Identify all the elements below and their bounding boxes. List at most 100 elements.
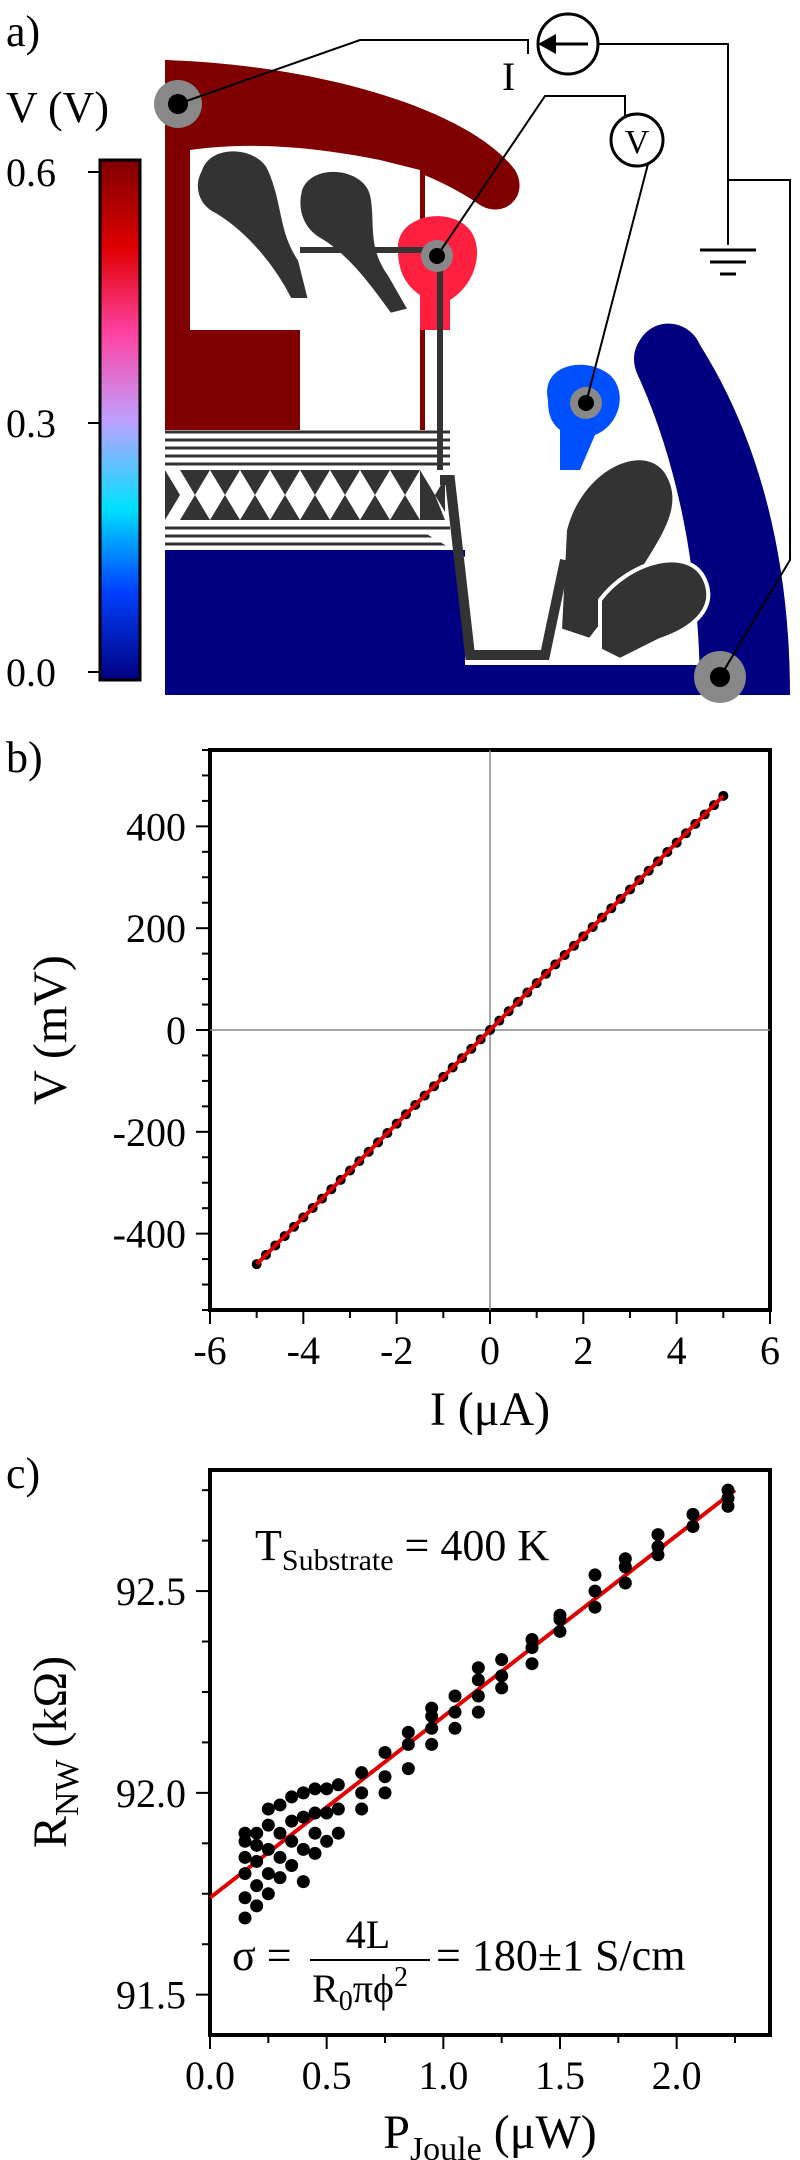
data-point	[721, 1483, 735, 1497]
y-tick-label: 200	[126, 906, 186, 951]
data-point	[238, 1891, 252, 1905]
data-point	[448, 1705, 462, 1719]
data-point	[686, 1520, 700, 1533]
y-tick-label: 400	[126, 804, 186, 849]
current-source-label: I	[502, 54, 515, 99]
x-axis-label: PJoule (μW)	[383, 2106, 597, 2160]
sigma-lhs: σ =	[232, 1931, 292, 1980]
x-tick-label: 2.0	[652, 2053, 702, 2098]
x-tick-label: 2	[573, 1328, 593, 1373]
y-tick-labels: 91.5 92.0 92.5	[116, 1569, 186, 2018]
device-panel: a) V (V) 0.6 0.3 0.0	[6, 7, 791, 703]
x-tick-label: 1.5	[535, 2053, 585, 2098]
data-point	[471, 1705, 485, 1719]
y-tick-labels: -400 -200 0 200 400	[113, 804, 186, 1256]
data-point	[320, 1806, 334, 1820]
data-point	[588, 1568, 602, 1582]
data-point	[331, 1826, 345, 1840]
data-point	[471, 1673, 485, 1687]
panel-a-label: a)	[6, 7, 40, 56]
data-point	[238, 1911, 252, 1925]
blue-arc-electrode	[634, 323, 790, 695]
x-tick-label: 0.0	[185, 2053, 235, 2098]
low-potential-contact	[165, 550, 465, 695]
sigma-denominator: R0πϕ2	[312, 1962, 408, 2017]
data-point	[238, 1867, 252, 1881]
resistance-chart: c) 0.0 0.5 1.0 1.5 2.0 91.5 92.0 92.5 TSubstra…	[6, 1449, 772, 2160]
colorbar-ticks	[88, 171, 100, 673]
y-axis-label: V (mV)	[24, 955, 77, 1105]
t-main: T	[255, 1521, 282, 1570]
bottom-blue-strip	[465, 665, 715, 695]
den-sup: 2	[394, 1962, 408, 1993]
data-point	[250, 1826, 264, 1840]
data-point	[296, 1810, 310, 1824]
axis-ticks	[196, 749, 771, 1324]
data-point	[331, 1802, 345, 1816]
data-point	[618, 1576, 632, 1590]
plot-frame	[208, 1468, 772, 2037]
data-point	[378, 1746, 392, 1759]
data-point	[250, 1899, 264, 1913]
conductivity-annotation: σ = 4L R0πϕ2 = 180±1 S/cm	[232, 1912, 685, 2017]
data-point	[285, 1859, 299, 1872]
data-point	[285, 1814, 299, 1828]
t-sub: Substrate	[282, 1544, 394, 1577]
x-tick-label: 0.5	[302, 2053, 352, 2098]
y-tick-label: 0	[166, 1008, 186, 1053]
data-point	[296, 1875, 310, 1889]
colorbar	[98, 158, 142, 682]
y-tick-label: -200	[113, 1110, 186, 1155]
data-point	[471, 1661, 485, 1675]
data-point	[425, 1737, 439, 1751]
data-point	[261, 1887, 275, 1901]
axis-ticks	[196, 1489, 736, 2049]
x-tick-labels: 0.0 0.5 1.0 1.5 2.0	[185, 2053, 702, 2098]
sigma-numerator: 4L	[346, 1912, 390, 1957]
data-point	[331, 1778, 345, 1792]
pad-4	[598, 558, 711, 663]
u-trace	[440, 475, 570, 660]
fit-line	[255, 794, 725, 1266]
data-point	[261, 1867, 275, 1881]
data-point	[308, 1806, 322, 1820]
data-point	[378, 1786, 392, 1800]
x-tick-label: -6	[193, 1328, 226, 1373]
data-point	[448, 1721, 462, 1735]
den-sub: 0	[339, 1986, 353, 2017]
data-point	[495, 1681, 509, 1695]
panel-c-label: c)	[6, 1449, 40, 1498]
ground-icon	[700, 248, 756, 276]
x-label-main: P	[383, 2106, 410, 2159]
data-point	[401, 1762, 415, 1776]
y-label-unit: (kΩ)	[24, 1656, 77, 1760]
colorbar-title: V (V)	[6, 83, 109, 132]
data-point	[296, 1786, 310, 1800]
colorbar-tick-0.3: 0.3	[6, 401, 56, 446]
x-axis-label: I (μA)	[430, 1383, 550, 1436]
iv-chart: b) -6 -4 -2 0 2 4 6 -400 -200 0 200 400 I (μA) V (…	[6, 733, 780, 1436]
data-point	[355, 1766, 369, 1780]
maroon-arc-electrode	[165, 60, 518, 206]
sigma-rhs: = 180±1 S/cm	[436, 1931, 685, 1980]
pad-1	[193, 147, 313, 302]
data-point	[250, 1838, 264, 1852]
temperature-annotation: TSubstrate = 400 K	[255, 1521, 549, 1577]
x-tick-label: -2	[380, 1328, 413, 1373]
data-point	[401, 1725, 415, 1739]
data-point	[285, 1834, 299, 1848]
data-point	[250, 1854, 264, 1868]
data-point	[471, 1689, 485, 1703]
data-point	[553, 1624, 567, 1638]
data-point	[425, 1721, 439, 1735]
voltmeter-icon	[609, 112, 665, 168]
upper-trace-bundle	[165, 430, 450, 466]
pad-2	[296, 167, 414, 318]
data-point	[308, 1782, 322, 1796]
data-point	[261, 1842, 275, 1856]
data-point	[308, 1826, 322, 1840]
data-point	[401, 1737, 415, 1751]
data-point	[686, 1507, 700, 1521]
data-point	[250, 1879, 264, 1893]
